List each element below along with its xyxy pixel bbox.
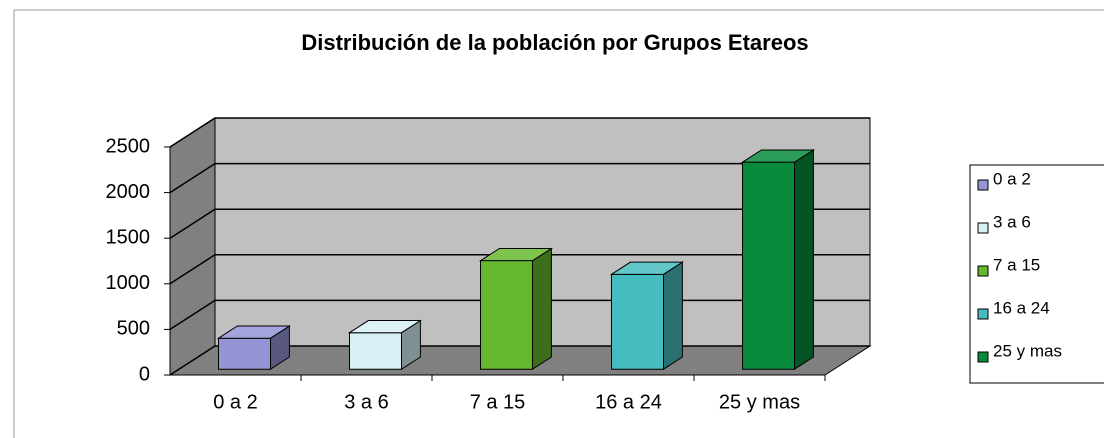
bar-top xyxy=(609,261,685,275)
bar xyxy=(216,325,292,371)
legend-swatch xyxy=(977,179,989,191)
legend-box xyxy=(969,164,1104,384)
chart-title: Distribución de la población por Grupos … xyxy=(301,30,808,55)
grid-line xyxy=(169,117,870,148)
bar-front xyxy=(218,337,271,370)
y-tick-label: 2000 xyxy=(106,181,151,203)
grid-line xyxy=(169,162,870,194)
bar-side xyxy=(663,261,683,371)
bar xyxy=(347,319,423,371)
y-tick-label: 1500 xyxy=(106,226,151,248)
bar-top xyxy=(216,325,292,339)
grid-line xyxy=(169,254,870,285)
bar xyxy=(609,261,685,371)
bar-front xyxy=(480,260,533,370)
legend-swatch xyxy=(977,222,989,234)
y-tick-label: 500 xyxy=(117,318,150,340)
bar-front xyxy=(611,273,664,370)
side-wall xyxy=(169,117,216,376)
x-tick-label: 3 a 6 xyxy=(344,391,388,413)
x-tick-label: 25 y mas xyxy=(719,391,800,413)
x-tick-label: 16 a 24 xyxy=(595,391,662,413)
legend-swatch xyxy=(977,265,989,277)
y-tick-label: 0 xyxy=(139,363,150,385)
y-tick-label: 2500 xyxy=(106,135,151,157)
grid-line xyxy=(169,208,870,239)
bar-top xyxy=(478,247,554,262)
bar-side xyxy=(794,149,814,371)
legend-label: 25 y mas xyxy=(993,341,1062,360)
x-tick-label: 7 a 15 xyxy=(470,391,526,413)
bar-top xyxy=(347,320,423,334)
legend-swatch xyxy=(977,308,989,320)
y-tick-label: 1000 xyxy=(106,272,151,294)
legend-label: 0 a 2 xyxy=(993,169,1031,188)
legend-label: 7 a 15 xyxy=(993,255,1040,274)
legend-label: 3 a 6 xyxy=(993,212,1031,231)
bar-front xyxy=(742,161,795,370)
bar-front xyxy=(349,332,402,370)
bar xyxy=(478,247,554,371)
x-tick-label: 0 a 2 xyxy=(213,391,257,413)
bar-side xyxy=(532,247,552,371)
legend-swatch xyxy=(977,351,989,363)
bar xyxy=(740,149,816,371)
bar-top xyxy=(740,149,816,163)
legend-label: 16 a 24 xyxy=(993,298,1050,317)
